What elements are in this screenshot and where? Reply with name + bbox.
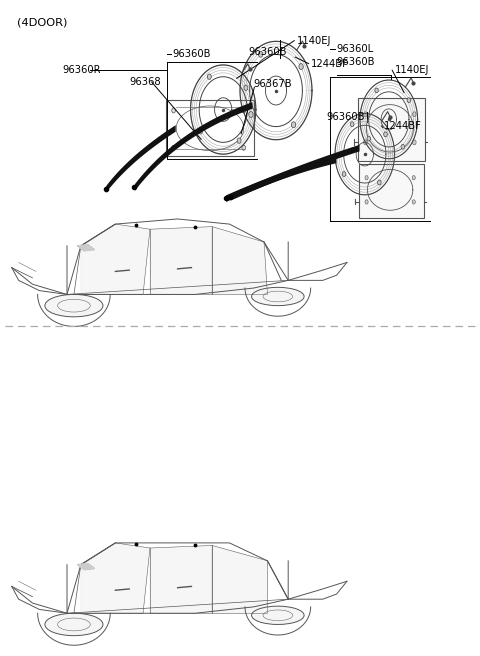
Polygon shape [212, 546, 267, 613]
Circle shape [350, 122, 354, 127]
Text: 96360B: 96360B [326, 112, 365, 122]
Ellipse shape [45, 295, 103, 317]
Circle shape [342, 172, 346, 176]
Text: 96360L: 96360L [336, 44, 373, 54]
Circle shape [407, 98, 410, 102]
Circle shape [384, 132, 387, 136]
Text: 96360B: 96360B [249, 47, 287, 58]
Polygon shape [77, 245, 95, 251]
Bar [359, 164, 424, 218]
Text: 96367B: 96367B [253, 79, 292, 89]
Text: 1244BF: 1244BF [384, 121, 422, 131]
Bar [358, 98, 425, 161]
Circle shape [378, 180, 381, 185]
Circle shape [375, 88, 378, 92]
Circle shape [199, 129, 203, 134]
Circle shape [365, 176, 368, 180]
Circle shape [367, 136, 371, 141]
Circle shape [249, 112, 253, 117]
Circle shape [242, 108, 246, 113]
Circle shape [412, 200, 415, 204]
Circle shape [291, 122, 296, 128]
Circle shape [172, 108, 175, 113]
Ellipse shape [252, 606, 304, 625]
Circle shape [207, 74, 211, 79]
Circle shape [244, 85, 248, 91]
Text: 1244BF: 1244BF [311, 58, 349, 69]
Polygon shape [81, 224, 150, 295]
Text: 96360B: 96360B [336, 57, 374, 68]
Circle shape [412, 140, 416, 145]
Text: 96360B: 96360B [173, 49, 211, 60]
Text: 1140EJ: 1140EJ [395, 65, 429, 75]
Bar [166, 100, 254, 156]
Circle shape [365, 200, 368, 204]
Circle shape [172, 145, 175, 150]
Ellipse shape [252, 287, 304, 306]
Text: 96368: 96368 [130, 77, 161, 87]
Polygon shape [150, 546, 212, 613]
Polygon shape [150, 227, 212, 295]
Text: 1140EJ: 1140EJ [297, 35, 331, 46]
Circle shape [237, 138, 241, 143]
Circle shape [259, 51, 263, 57]
Circle shape [242, 145, 246, 150]
Circle shape [412, 176, 415, 180]
Circle shape [401, 144, 405, 149]
Text: (4DOOR): (4DOOR) [17, 18, 67, 28]
Text: 96360R: 96360R [62, 65, 101, 75]
Circle shape [363, 140, 367, 145]
Circle shape [363, 112, 367, 117]
Circle shape [299, 64, 303, 70]
Polygon shape [77, 564, 95, 570]
Circle shape [412, 112, 416, 117]
Ellipse shape [45, 613, 103, 636]
Polygon shape [81, 543, 150, 613]
Polygon shape [212, 227, 267, 295]
